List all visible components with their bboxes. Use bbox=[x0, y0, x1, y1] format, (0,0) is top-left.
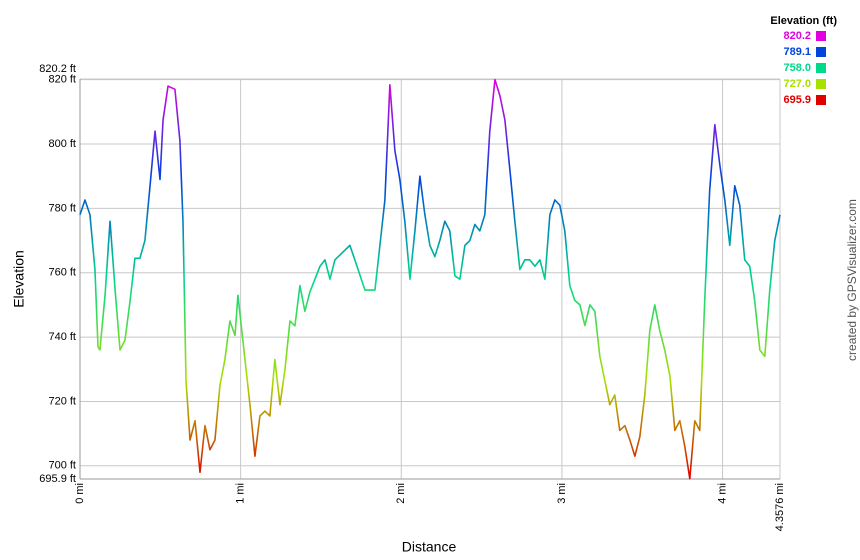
legend-label: 789.1 bbox=[783, 46, 811, 58]
y-tick-label: 695.9 ft bbox=[39, 473, 76, 485]
credit: created by GPSVisualizer.com bbox=[845, 199, 859, 361]
legend-label: 695.9 bbox=[783, 94, 811, 106]
y-tick-label: 780 ft bbox=[48, 202, 76, 214]
y-tick-label: 700 ft bbox=[48, 460, 76, 472]
legend-label: 820.2 bbox=[783, 30, 811, 42]
y-tick-label: 760 ft bbox=[48, 267, 76, 279]
y-tick-label: 740 ft bbox=[48, 331, 76, 343]
y-tick-label: 820 ft bbox=[48, 74, 76, 86]
x-tick-label: 0 mi bbox=[74, 483, 86, 504]
elevation-line bbox=[79, 78, 781, 480]
y-tick-label: 800 ft bbox=[48, 138, 76, 150]
legend-title: Elevation (ft) bbox=[770, 15, 837, 27]
x-tick-label: 3 mi bbox=[556, 483, 568, 504]
legend-swatch bbox=[816, 95, 826, 105]
legend-swatch bbox=[816, 47, 826, 57]
legend-swatch bbox=[816, 79, 826, 89]
x-tick-label: 4 mi bbox=[716, 483, 728, 504]
y-tick-label: 720 ft bbox=[48, 395, 76, 407]
y-tick-label: 820.2 ft bbox=[39, 63, 76, 75]
y-axis-title: Elevation bbox=[11, 250, 27, 308]
x-axis-title: Distance bbox=[402, 539, 457, 555]
x-tick-label: 1 mi bbox=[235, 483, 247, 504]
x-tick-label: 4.3576 mi bbox=[774, 483, 786, 531]
legend-swatch bbox=[816, 63, 826, 73]
x-tick-label: 2 mi bbox=[395, 483, 407, 504]
legend-label: 758.0 bbox=[783, 62, 811, 74]
legend-label: 727.0 bbox=[783, 78, 811, 90]
legend-swatch bbox=[816, 31, 826, 41]
